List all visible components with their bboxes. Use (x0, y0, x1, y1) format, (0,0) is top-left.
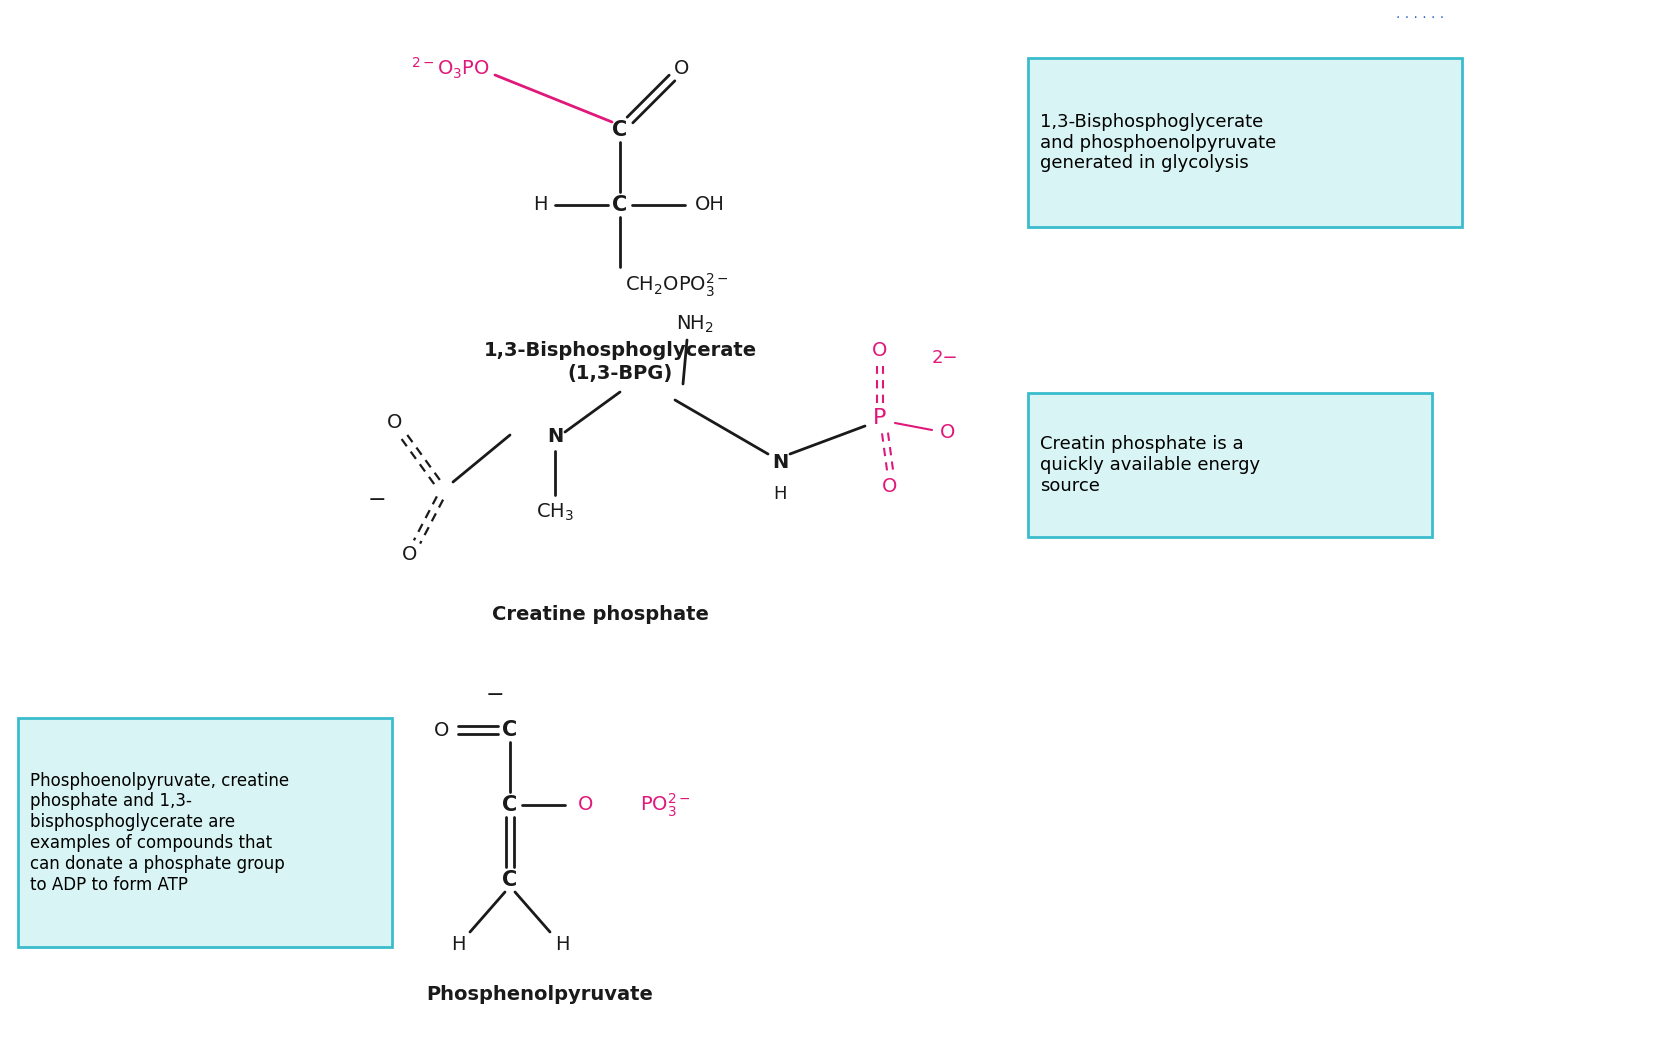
Text: C: C (612, 120, 627, 140)
FancyBboxPatch shape (18, 718, 391, 947)
Text: C: C (612, 195, 627, 215)
Text: Phosphenolpyruvate: Phosphenolpyruvate (427, 986, 652, 1005)
Text: −: − (485, 685, 504, 705)
Text: O: O (940, 424, 955, 443)
Text: N: N (771, 452, 788, 472)
Text: CH$_3$: CH$_3$ (535, 501, 574, 523)
Text: Creatin phosphate is a
quickly available energy
source: Creatin phosphate is a quickly available… (1039, 435, 1260, 495)
Text: Creatine phosphate: Creatine phosphate (492, 605, 708, 624)
FancyBboxPatch shape (1027, 393, 1430, 537)
Text: O: O (433, 720, 450, 739)
Text: O: O (882, 477, 897, 496)
Text: 1,3-Bisphosphoglycerate: 1,3-Bisphosphoglycerate (483, 341, 756, 360)
Text: 2−: 2− (932, 349, 957, 367)
Text: NH$_2$: NH$_2$ (676, 313, 714, 335)
Text: H: H (773, 485, 786, 503)
Text: H: H (450, 936, 465, 955)
FancyBboxPatch shape (1027, 58, 1461, 227)
Text: C: C (502, 870, 517, 890)
Text: Phosphoenolpyruvate, creatine
phosphate and 1,3-
bisphosphoglycerate are
example: Phosphoenolpyruvate, creatine phosphate … (30, 771, 289, 893)
Text: OH: OH (694, 195, 724, 215)
Text: $^{2-}$O$_3$PO: $^{2-}$O$_3$PO (412, 55, 490, 81)
Text: CH$_2$OPO$_3^{2-}$: CH$_2$OPO$_3^{2-}$ (624, 271, 728, 298)
Text: C: C (502, 795, 517, 815)
Text: O: O (402, 546, 418, 565)
Text: O: O (872, 341, 887, 360)
Text: O: O (577, 795, 592, 815)
Text: −: − (368, 490, 386, 510)
Text: N: N (547, 428, 562, 446)
Text: 1,3-Bisphosphoglycerate
and phosphoenolpyruvate
generated in glycolysis: 1,3-Bisphosphoglycerate and phosphoenolp… (1039, 113, 1275, 172)
Text: H: H (554, 936, 569, 955)
Text: · · · · · ·: · · · · · · (1395, 11, 1444, 25)
Text: PO$_3^{2-}$: PO$_3^{2-}$ (639, 791, 691, 819)
Text: O: O (386, 412, 403, 431)
Text: C: C (502, 720, 517, 740)
Text: O: O (674, 58, 689, 78)
Text: (1,3-BPG): (1,3-BPG) (567, 363, 673, 382)
Text: P: P (873, 408, 887, 428)
Text: H: H (532, 195, 547, 215)
